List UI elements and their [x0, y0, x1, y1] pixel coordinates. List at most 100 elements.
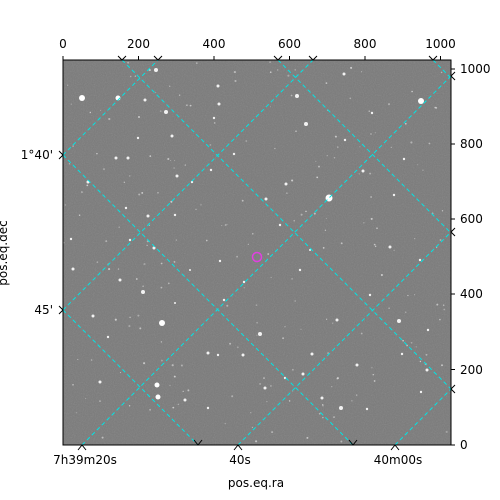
- grid-line: [63, 309, 199, 445]
- star: [118, 278, 122, 282]
- star: [152, 246, 156, 250]
- star-speckle: [350, 66, 353, 69]
- right-tick-label: 800: [460, 137, 483, 151]
- stars-layer: [63, 61, 448, 443]
- star-speckle: [442, 304, 445, 306]
- star-speckle: [64, 204, 67, 206]
- star-speckle: [229, 342, 232, 345]
- star: [124, 206, 128, 210]
- star-speckle: [75, 412, 77, 414]
- star-speckle: [236, 255, 239, 258]
- star-speckle: [325, 82, 328, 84]
- star-speckle: [434, 106, 437, 109]
- star-speckle: [231, 395, 234, 398]
- star-speckle: [186, 104, 188, 107]
- star-speckle: [414, 238, 416, 240]
- star-speckle: [127, 61, 130, 64]
- star: [301, 372, 305, 376]
- star-speckle: [70, 103, 72, 105]
- star-speckle: [313, 212, 316, 215]
- star: [283, 376, 287, 380]
- plot-frame: [62, 59, 452, 446]
- star: [206, 351, 210, 355]
- star-speckle: [371, 367, 373, 369]
- star-speckle: [439, 239, 442, 241]
- star-speckle: [306, 436, 309, 439]
- top-tick-label: 1000: [425, 37, 456, 51]
- star-speckle: [68, 163, 71, 165]
- star-speckle: [370, 133, 372, 135]
- star: [114, 156, 118, 160]
- star: [397, 319, 401, 323]
- star-speckle: [269, 106, 272, 108]
- star-speckle: [245, 140, 248, 142]
- star-speckle: [247, 243, 249, 245]
- star: [106, 335, 110, 339]
- star-speckle: [120, 372, 122, 374]
- right-tick-label: 1000: [460, 62, 491, 76]
- ra-tick-label: 40s: [229, 453, 251, 467]
- star-speckle: [407, 294, 409, 297]
- star-speckle: [129, 75, 132, 78]
- star-speckle: [436, 303, 439, 306]
- star: [154, 382, 160, 388]
- star: [388, 245, 392, 249]
- star-speckle: [224, 224, 227, 226]
- star-speckle: [77, 358, 79, 360]
- star-speckle: [78, 214, 81, 217]
- ra-tick-label: 7h39m20s: [53, 453, 117, 467]
- star: [232, 152, 236, 156]
- star: [343, 138, 347, 142]
- star-speckle: [425, 353, 428, 356]
- star-speckle: [358, 173, 360, 175]
- star-speckle: [410, 341, 413, 344]
- star-speckle: [123, 181, 126, 184]
- star-speckle: [233, 71, 236, 74]
- star-speckle: [360, 332, 363, 335]
- star: [426, 328, 430, 332]
- star-speckle: [160, 262, 163, 265]
- star-speckle: [336, 377, 339, 380]
- star-speckle: [337, 146, 339, 148]
- star-speckle: [182, 390, 184, 393]
- star: [136, 136, 140, 140]
- star-speckle: [241, 199, 244, 202]
- star: [126, 156, 130, 160]
- star: [173, 213, 177, 217]
- star-speckle: [189, 104, 192, 107]
- star-speckle: [117, 268, 120, 270]
- star-speckle: [252, 233, 254, 235]
- star-speckle: [255, 304, 258, 306]
- star-speckle: [173, 159, 176, 162]
- star-speckle: [178, 94, 181, 96]
- star-speckle: [173, 260, 176, 263]
- star-speckle: [170, 159, 172, 162]
- star-speckle: [318, 412, 321, 415]
- star-speckle: [180, 364, 183, 367]
- star-speckle: [326, 318, 328, 320]
- star-speckle: [305, 210, 307, 213]
- star-speckle: [428, 142, 431, 145]
- star-speckle: [370, 217, 373, 220]
- star-speckle: [221, 225, 223, 227]
- star-speckle: [291, 278, 293, 280]
- star: [368, 293, 372, 297]
- star-speckle: [114, 318, 117, 321]
- star-speckle: [271, 431, 274, 434]
- star-speckle: [148, 69, 151, 72]
- target-marker: [251, 251, 263, 263]
- star-speckle: [256, 321, 258, 324]
- star-speckle: [369, 172, 372, 175]
- star-speckle: [139, 327, 142, 330]
- star-speckle: [370, 196, 372, 198]
- star: [264, 197, 268, 201]
- star-speckle: [118, 226, 120, 228]
- star-speckle: [236, 346, 239, 349]
- star-speckle: [184, 164, 186, 166]
- top-tick-label: 0: [59, 37, 67, 51]
- star: [304, 122, 308, 126]
- star: [361, 169, 365, 173]
- star-speckle: [286, 192, 288, 194]
- star-speckle: [100, 109, 102, 111]
